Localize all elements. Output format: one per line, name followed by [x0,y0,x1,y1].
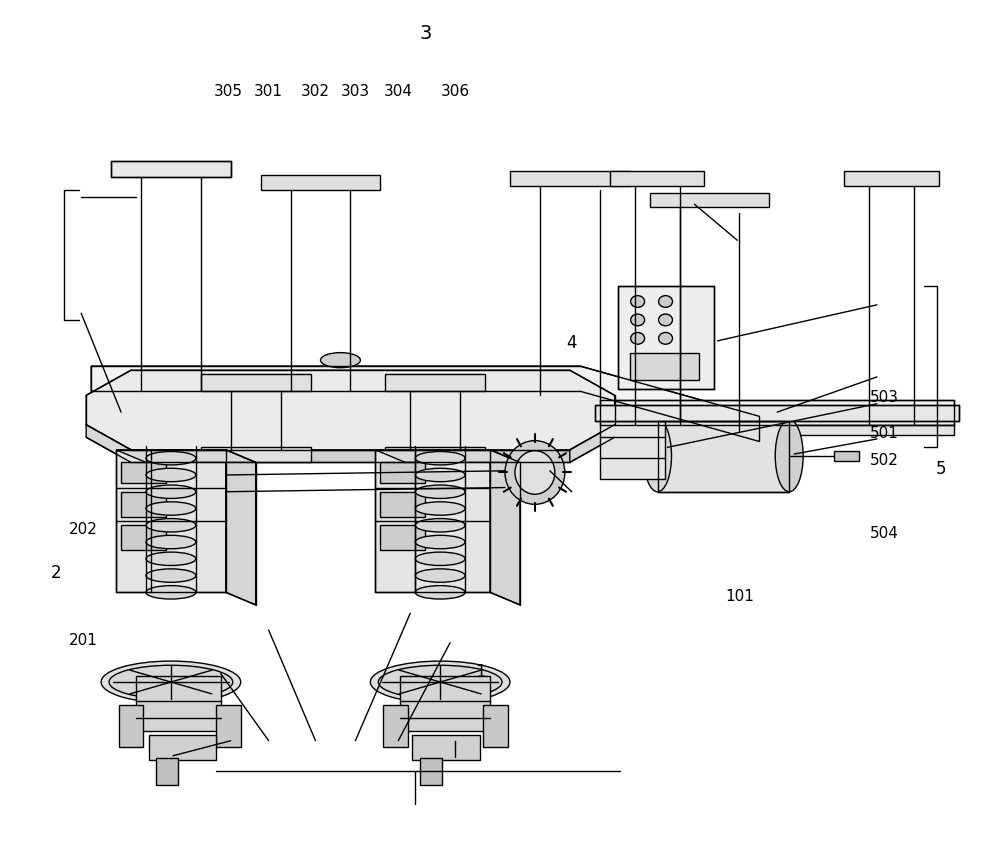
Ellipse shape [109,665,233,699]
Ellipse shape [659,314,673,325]
Ellipse shape [631,314,645,325]
Text: 5: 5 [936,460,946,479]
Text: 303: 303 [341,84,370,99]
Ellipse shape [101,661,241,703]
Ellipse shape [631,332,645,344]
Ellipse shape [415,519,465,532]
Text: 1: 1 [475,663,485,681]
Text: 304: 304 [384,84,413,99]
Bar [121,526,166,550]
Polygon shape [483,706,508,748]
Ellipse shape [415,468,465,482]
Polygon shape [490,450,520,605]
Ellipse shape [775,420,803,492]
Polygon shape [400,676,490,731]
Ellipse shape [378,665,502,699]
Ellipse shape [146,468,196,482]
Text: 504: 504 [869,526,898,541]
Text: 301: 301 [254,84,283,99]
Ellipse shape [146,519,196,532]
Text: 501: 501 [869,426,898,441]
Text: 201: 201 [69,632,98,648]
Bar [121,492,166,517]
Text: 3: 3 [419,24,431,43]
Ellipse shape [430,678,450,686]
Polygon shape [595,405,959,420]
Polygon shape [510,171,630,186]
Ellipse shape [415,485,465,499]
Ellipse shape [146,502,196,516]
Polygon shape [570,425,615,463]
Ellipse shape [659,332,673,344]
Ellipse shape [644,420,672,492]
Polygon shape [844,171,939,186]
Text: 101: 101 [725,589,754,604]
Text: 305: 305 [214,84,243,99]
Bar [380,463,425,484]
Polygon shape [91,391,580,404]
Bar [201,374,311,391]
Bar [420,759,442,785]
Bar [156,759,178,785]
Ellipse shape [415,452,465,465]
Bar [121,463,166,484]
Ellipse shape [370,661,510,703]
Bar [385,374,485,391]
Polygon shape [116,450,226,592]
Polygon shape [650,193,769,207]
Polygon shape [600,420,665,479]
Polygon shape [86,425,131,463]
Ellipse shape [146,585,196,599]
Ellipse shape [146,536,196,548]
Bar [385,447,485,463]
Polygon shape [383,706,408,748]
Text: 302: 302 [301,84,330,99]
Ellipse shape [146,452,196,465]
Ellipse shape [320,352,360,368]
Bar [380,492,425,517]
Polygon shape [618,287,714,389]
Ellipse shape [631,295,645,307]
Polygon shape [834,451,859,461]
Text: 502: 502 [869,453,898,468]
Polygon shape [116,450,256,463]
Polygon shape [86,370,615,450]
Ellipse shape [415,585,465,599]
Ellipse shape [515,451,555,495]
Polygon shape [111,161,231,177]
Polygon shape [119,706,143,748]
Polygon shape [226,450,256,605]
Text: 4: 4 [567,335,577,352]
Text: 2: 2 [51,564,62,582]
Text: 202: 202 [69,522,98,537]
Ellipse shape [415,569,465,582]
Ellipse shape [146,552,196,565]
Bar [630,352,699,380]
Ellipse shape [415,502,465,516]
Polygon shape [216,706,241,748]
Polygon shape [91,366,759,442]
Ellipse shape [659,295,673,307]
Polygon shape [600,425,954,435]
Polygon shape [412,735,480,760]
Text: 503: 503 [869,389,898,405]
Polygon shape [610,171,704,186]
Ellipse shape [415,552,465,565]
Bar [380,526,425,550]
Text: 306: 306 [441,84,470,99]
Ellipse shape [505,441,565,505]
Bar [201,447,311,463]
Polygon shape [375,450,490,592]
Polygon shape [131,450,570,463]
Polygon shape [600,399,954,425]
Polygon shape [261,175,380,190]
Ellipse shape [415,536,465,548]
Ellipse shape [146,569,196,582]
Ellipse shape [161,678,181,686]
Polygon shape [149,735,216,760]
Polygon shape [136,676,221,731]
Polygon shape [375,450,520,463]
Polygon shape [658,420,789,492]
Ellipse shape [146,485,196,499]
